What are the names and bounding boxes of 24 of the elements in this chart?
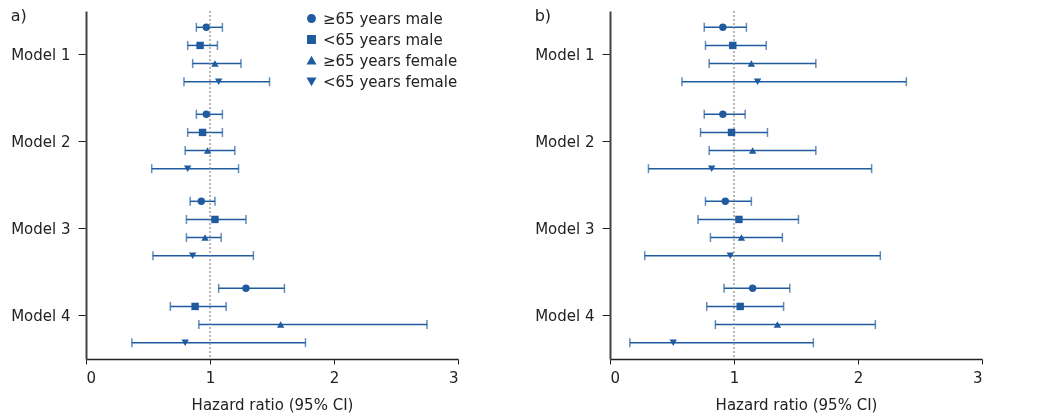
x-tick-label: 0 bbox=[610, 368, 621, 387]
x-tick-label: 2 bbox=[853, 368, 864, 387]
y-tick-label: Model 2 bbox=[535, 132, 595, 151]
legend-label: ≥65 years male bbox=[323, 9, 443, 28]
legend-label: ≥65 years female bbox=[323, 51, 458, 70]
chart-title: a) bbox=[10, 6, 27, 26]
x-tick-label: 1 bbox=[729, 368, 740, 387]
legend-label: <65 years male bbox=[323, 30, 443, 49]
legend-label: <65 years female bbox=[323, 72, 458, 91]
x-tick-label: 3 bbox=[448, 368, 459, 387]
x-axis-title: Hazard ratio (95% CI) bbox=[715, 395, 878, 414]
y-tick-label: Model 4 bbox=[11, 306, 71, 325]
y-tick-label: Model 2 bbox=[11, 132, 71, 151]
x-tick-label: 3 bbox=[972, 368, 983, 387]
x-tick-label: 0 bbox=[86, 368, 97, 387]
x-tick-label: 1 bbox=[205, 368, 216, 387]
y-tick-label: Model 3 bbox=[535, 219, 595, 238]
y-tick-label: Model 1 bbox=[535, 45, 595, 64]
y-tick-label: Model 4 bbox=[535, 306, 595, 325]
chart-title: b) bbox=[534, 6, 552, 26]
y-tick-label: Model 1 bbox=[11, 45, 71, 64]
y-tick-label: Model 3 bbox=[11, 219, 71, 238]
x-axis-title: Hazard ratio (95% CI) bbox=[191, 395, 354, 414]
x-tick-label: 2 bbox=[329, 368, 340, 387]
